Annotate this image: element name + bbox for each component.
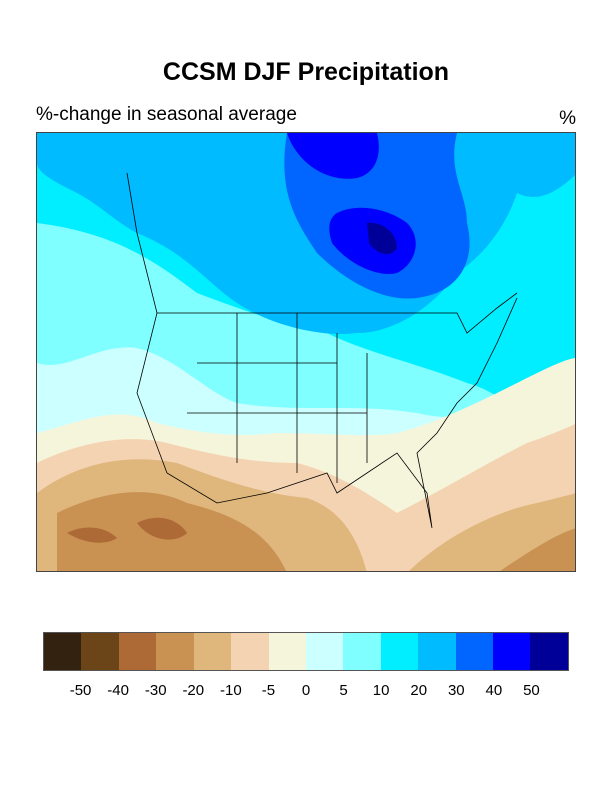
colorbar	[43, 632, 569, 671]
colorbar-box	[455, 633, 494, 670]
colorbar-label: 0	[301, 682, 311, 699]
colorbar-box	[493, 633, 531, 670]
colorbar-box	[156, 633, 194, 670]
colorbar-label: 5	[339, 682, 348, 699]
precipitation-map	[36, 132, 576, 572]
colorbar-box	[44, 633, 82, 670]
colorbar-box	[118, 633, 157, 670]
colorbar-box	[305, 633, 344, 670]
colorbar-box	[81, 633, 119, 670]
colorbar-label: 50	[523, 682, 540, 699]
colorbar-box	[193, 633, 232, 670]
colorbar-label: 10	[372, 682, 390, 699]
colorbar-label: -50	[69, 682, 92, 699]
colorbar-box	[231, 633, 269, 670]
colorbar-box	[380, 633, 419, 670]
colorbar-box	[530, 633, 568, 670]
colorbar-label: -10	[220, 682, 242, 699]
colorbar-box	[418, 633, 456, 670]
colorbar-labels: -50 -40 -30 -20 -10 -5 0 5 10 20 30 40 50	[0, 682, 612, 702]
colorbar-label: -20	[182, 682, 205, 699]
units-label: %	[559, 108, 576, 129]
plot-subtitle: %-change in seasonal average	[36, 104, 297, 125]
colorbar-label: 40	[485, 682, 503, 699]
colorbar-label: -40	[107, 682, 129, 699]
colorbar-label: -5	[261, 682, 276, 699]
colorbar-box	[268, 633, 306, 670]
colorbar-label: 20	[410, 682, 428, 699]
colorbar-box	[343, 633, 381, 670]
colorbar-label: -30	[144, 682, 167, 699]
colorbar-label: 30	[447, 682, 465, 699]
plot-title: CCSM DJF Precipitation	[162, 58, 450, 86]
